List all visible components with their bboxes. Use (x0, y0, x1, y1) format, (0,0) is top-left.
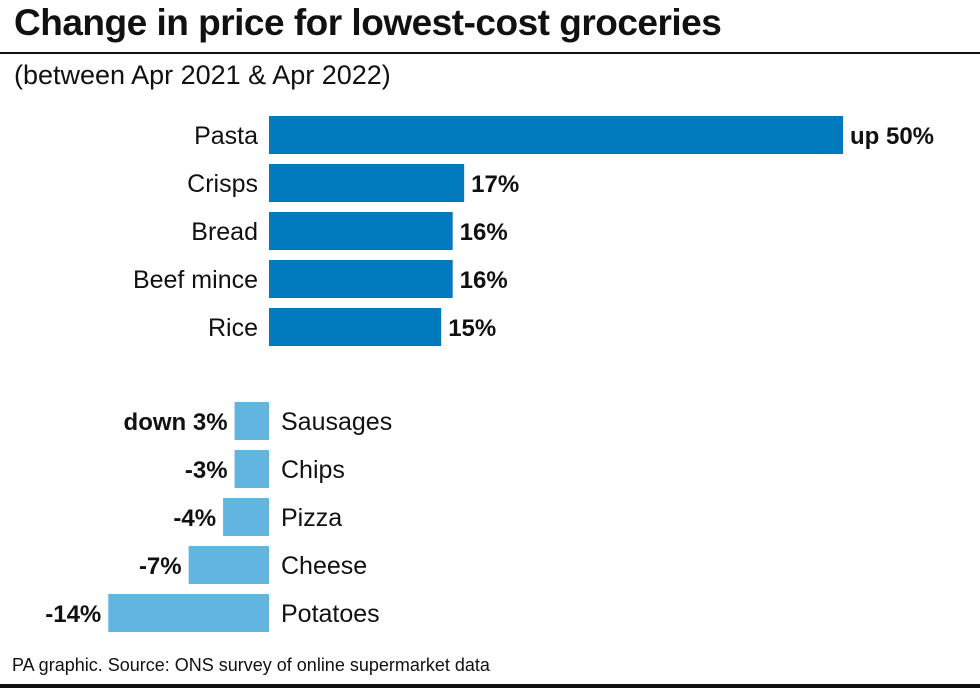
value-label: down 3% (124, 409, 228, 436)
value-label: 16% (460, 267, 508, 294)
bar-beef-mince (269, 260, 453, 298)
value-label: 16% (460, 219, 508, 246)
category-label: Beef mince (133, 266, 258, 294)
value-label: -14% (45, 601, 101, 628)
bar-pasta (269, 116, 843, 154)
bar-chips (234, 450, 269, 488)
bar-rice (269, 308, 442, 346)
value-label: -3% (185, 457, 228, 484)
value-label: 17% (471, 171, 519, 198)
value-label: -7% (139, 553, 182, 580)
bottom-divider (0, 684, 980, 688)
bar-potatoes (108, 594, 269, 632)
chart-title: Change in price for lowest-cost grocerie… (14, 2, 722, 43)
category-label: Crisps (187, 170, 258, 198)
source-note: PA graphic. Source: ONS survey of online… (12, 655, 490, 675)
category-label: Pasta (194, 122, 258, 150)
value-label: -4% (173, 505, 216, 532)
value-label: up 50% (850, 123, 934, 150)
category-label: Chips (281, 456, 345, 484)
title-divider (0, 52, 980, 54)
category-label: Pizza (281, 504, 342, 532)
bar-bread (269, 212, 453, 250)
chart-subtitle: (between Apr 2021 & Apr 2022) (14, 60, 391, 90)
bar-crisps (269, 164, 465, 202)
category-label: Cheese (281, 552, 367, 580)
category-label: Sausages (281, 408, 392, 436)
category-label: Rice (208, 314, 258, 342)
bar-cheese (188, 546, 269, 584)
category-label: Potatoes (281, 600, 380, 628)
bar-sausages (234, 402, 269, 440)
bar-pizza (223, 498, 269, 536)
value-label: 15% (448, 315, 496, 342)
category-label: Bread (191, 218, 258, 246)
